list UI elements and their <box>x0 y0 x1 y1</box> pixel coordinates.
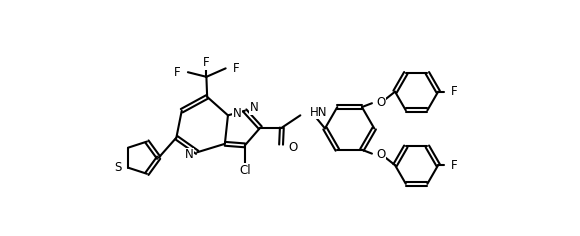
Text: F: F <box>451 159 457 172</box>
Text: N: N <box>249 101 258 114</box>
Text: N: N <box>233 106 241 119</box>
Text: F: F <box>175 66 181 79</box>
Text: O: O <box>288 141 298 154</box>
Text: HN: HN <box>310 106 327 119</box>
Text: O: O <box>376 148 386 161</box>
Text: O: O <box>376 96 386 109</box>
Text: F: F <box>203 56 210 69</box>
Text: N: N <box>184 148 193 161</box>
Text: F: F <box>233 62 239 75</box>
Text: S: S <box>114 161 122 174</box>
Text: F: F <box>451 85 457 98</box>
Text: Cl: Cl <box>239 164 251 177</box>
